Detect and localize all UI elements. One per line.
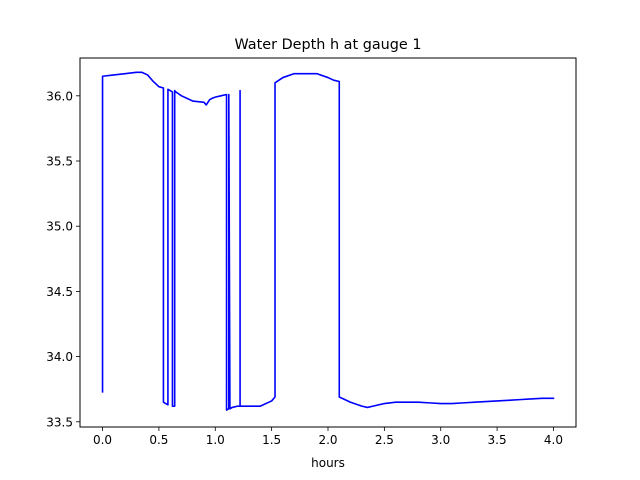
y-axis-ticks: 33.5 34.0 34.5 35.0 35.5 36.0 xyxy=(46,89,80,429)
y-tick-label: 34.0 xyxy=(46,350,73,364)
x-tick-label: 1.0 xyxy=(206,433,225,447)
x-axis-ticks: 0.0 0.5 1.0 1.5 2.0 2.5 3.0 3.5 4.0 xyxy=(93,427,563,447)
x-tick-label: 0.5 xyxy=(149,433,168,447)
y-tick-label: 35.0 xyxy=(46,220,73,234)
y-tick-label: 33.5 xyxy=(46,415,73,429)
y-tick-label: 34.5 xyxy=(46,285,73,299)
x-tick-label: 4.0 xyxy=(544,433,563,447)
x-axis-label: hours xyxy=(311,456,345,470)
x-tick-label: 2.5 xyxy=(375,433,394,447)
series-line-0 xyxy=(101,71,555,411)
x-tick-label: 3.0 xyxy=(431,433,450,447)
y-tick-label: 36.0 xyxy=(46,89,73,103)
x-tick-label: 2.0 xyxy=(318,433,337,447)
x-tick-label: 1.5 xyxy=(262,433,281,447)
x-tick-label: 0.0 xyxy=(93,433,112,447)
y-tick-label: 35.5 xyxy=(46,155,73,169)
x-tick-label: 3.5 xyxy=(488,433,507,447)
chart-title: Water Depth h at gauge 1 xyxy=(234,37,421,53)
